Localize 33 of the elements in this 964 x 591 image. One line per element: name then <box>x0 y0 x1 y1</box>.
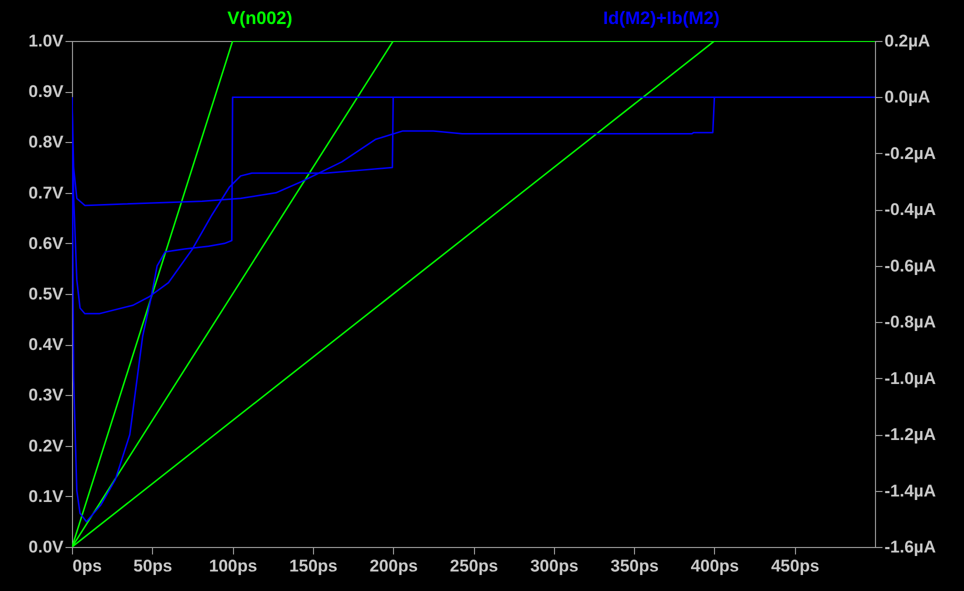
x-tick-label: 150ps <box>289 556 338 576</box>
x-tick-label: 450ps <box>771 556 820 576</box>
y2-tick-label: -1.2µA <box>884 425 936 444</box>
y2-tick-label: 0.2µA <box>884 32 930 50</box>
y2-tick-label: -0.2µA <box>884 144 936 163</box>
y-tick-label: 0.7V <box>28 183 64 202</box>
y2-tick-label: -1.6µA <box>884 538 936 556</box>
text: Id(M2)+Ib(M2) <box>603 8 720 29</box>
x-tick-label: 250ps <box>450 556 498 576</box>
y2-tick-label: 0.0µA <box>884 88 930 107</box>
x-tick-label: 400ps <box>690 556 739 576</box>
y-tick-label: 0.4V <box>28 335 64 354</box>
y-tick-label: 1.0V <box>28 32 64 50</box>
x-tick-label: 0ps <box>72 556 102 576</box>
x-tick-label: 300ps <box>530 556 578 576</box>
y2-tick-label: -0.8µA <box>884 312 936 332</box>
y-tick-label: 0.5V <box>28 284 64 304</box>
y-tick-label: 0.8V <box>28 132 64 152</box>
y-tick-label: 0.9V <box>28 82 64 102</box>
x-tick-label: 350ps <box>610 556 659 576</box>
x-tick-label: 100ps <box>209 556 258 576</box>
y2-tick-label: -0.6µA <box>884 256 936 276</box>
y2-tick-label: -0.4µA <box>884 200 936 220</box>
series-label: V(n002) <box>227 8 292 29</box>
y-tick-label: 0.3V <box>28 386 64 405</box>
y-tick-label: 0.1V <box>28 486 64 506</box>
y-tick-label: 0.0V <box>28 538 64 556</box>
y-tick-label: 0.2V <box>28 436 64 456</box>
y2-tick-label: -1.4µA <box>884 481 936 500</box>
y2-tick-label: -1.0µA <box>884 368 936 388</box>
x-tick-label: 50ps <box>133 556 172 576</box>
y-tick-label: 0.6V <box>28 234 64 253</box>
x-tick-label: 200ps <box>370 556 418 576</box>
